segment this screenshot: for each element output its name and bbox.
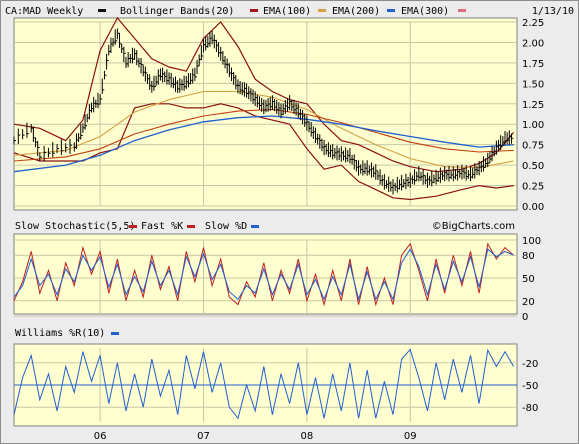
- x-tick-label: 07: [197, 431, 210, 442]
- legend-swatch-ema300: [387, 9, 395, 12]
- y-tick-label: 1.25: [522, 100, 544, 111]
- legend-swatch-ema200: [318, 9, 326, 12]
- stoch-title: Slow Stochastic(5,5): [15, 221, 135, 232]
- stoch-legend-fast: Fast %K: [141, 221, 183, 232]
- x-tick-label: 09: [404, 431, 417, 442]
- price-series: [13, 16, 515, 201]
- legend-ema100-label: EMA(100): [263, 6, 311, 17]
- y-tick-label: 100: [522, 236, 541, 247]
- y-tick-label: 0: [522, 312, 528, 323]
- legend-swatch-slow-d: [251, 225, 259, 228]
- series-line-slow-d: [13, 248, 514, 302]
- y-tick-label: 1.75: [522, 59, 544, 70]
- y-tick-label: -20: [522, 359, 538, 370]
- series-line-williams-r-10-: [13, 348, 515, 420]
- legend-ema200-label: EMA(200): [332, 6, 380, 17]
- price-panel-bg: [13, 17, 518, 211]
- watermark: ©BigCharts.com: [432, 221, 515, 232]
- stoch-y-axis: 100 80 50 20 0: [522, 236, 541, 323]
- y-tick-label: 20: [522, 297, 535, 308]
- y-tick-label: 2.00: [522, 38, 544, 49]
- stoch-panel: 100 80 50 20 0: [13, 233, 541, 323]
- date-label: 1/13/10: [532, 6, 574, 17]
- williams-title: Williams %R(10): [15, 328, 105, 339]
- y-tick-label: 0.00: [522, 202, 544, 213]
- price-y-axis: 2.25 2.00 1.75 1.50 1.25 1.00 0.75 0.50 0.25 0.00: [522, 18, 544, 213]
- series-line-fast-k: [13, 242, 514, 307]
- legend-bollinger-label: Bollinger Bands(20): [120, 6, 234, 17]
- y-tick-label: 0.50: [522, 161, 544, 172]
- symbol-label: CA:MAD Weekly: [5, 6, 83, 17]
- x-tick-label: 08: [301, 431, 314, 442]
- series-line-bollinger-lower: [13, 103, 514, 201]
- price-panel: 2.25 2.00 1.75 1.50 1.25 1.00 0.75 0.50 0.25 0.00: [13, 16, 544, 213]
- legend-swatch-fast-k: [129, 225, 137, 228]
- williams-panel: -20 -50 -80: [13, 343, 538, 427]
- legend-swatch-ema100: [250, 9, 258, 12]
- y-tick-label: 0.25: [522, 182, 544, 193]
- y-tick-label: 50: [522, 274, 535, 285]
- x-axis: 06 07 08 09: [94, 431, 417, 442]
- stoch-series: [13, 242, 514, 307]
- legend-swatch-extra: [458, 9, 466, 12]
- williams-series: [13, 348, 515, 420]
- legend-swatch-williams: [111, 332, 119, 335]
- y-tick-label: -80: [522, 403, 538, 414]
- y-tick-label: -50: [522, 381, 538, 392]
- williams-y-axis: -20 -50 -80: [522, 359, 538, 414]
- y-tick-label: 2.25: [522, 18, 544, 29]
- series-line-ema-300-: [13, 115, 514, 173]
- legend-swatch-bollinger: [98, 9, 106, 12]
- y-tick-label: 80: [522, 251, 535, 262]
- y-tick-label: 0.75: [522, 141, 544, 152]
- y-tick-label: 1.50: [522, 79, 544, 90]
- legend-ema300-label: EMA(300): [401, 6, 449, 17]
- legend-swatch-fast-k-line: [187, 225, 195, 228]
- stoch-legend-slow: Slow %D: [205, 221, 247, 232]
- x-tick-label: 06: [94, 431, 107, 442]
- y-tick-label: 1.00: [522, 120, 544, 131]
